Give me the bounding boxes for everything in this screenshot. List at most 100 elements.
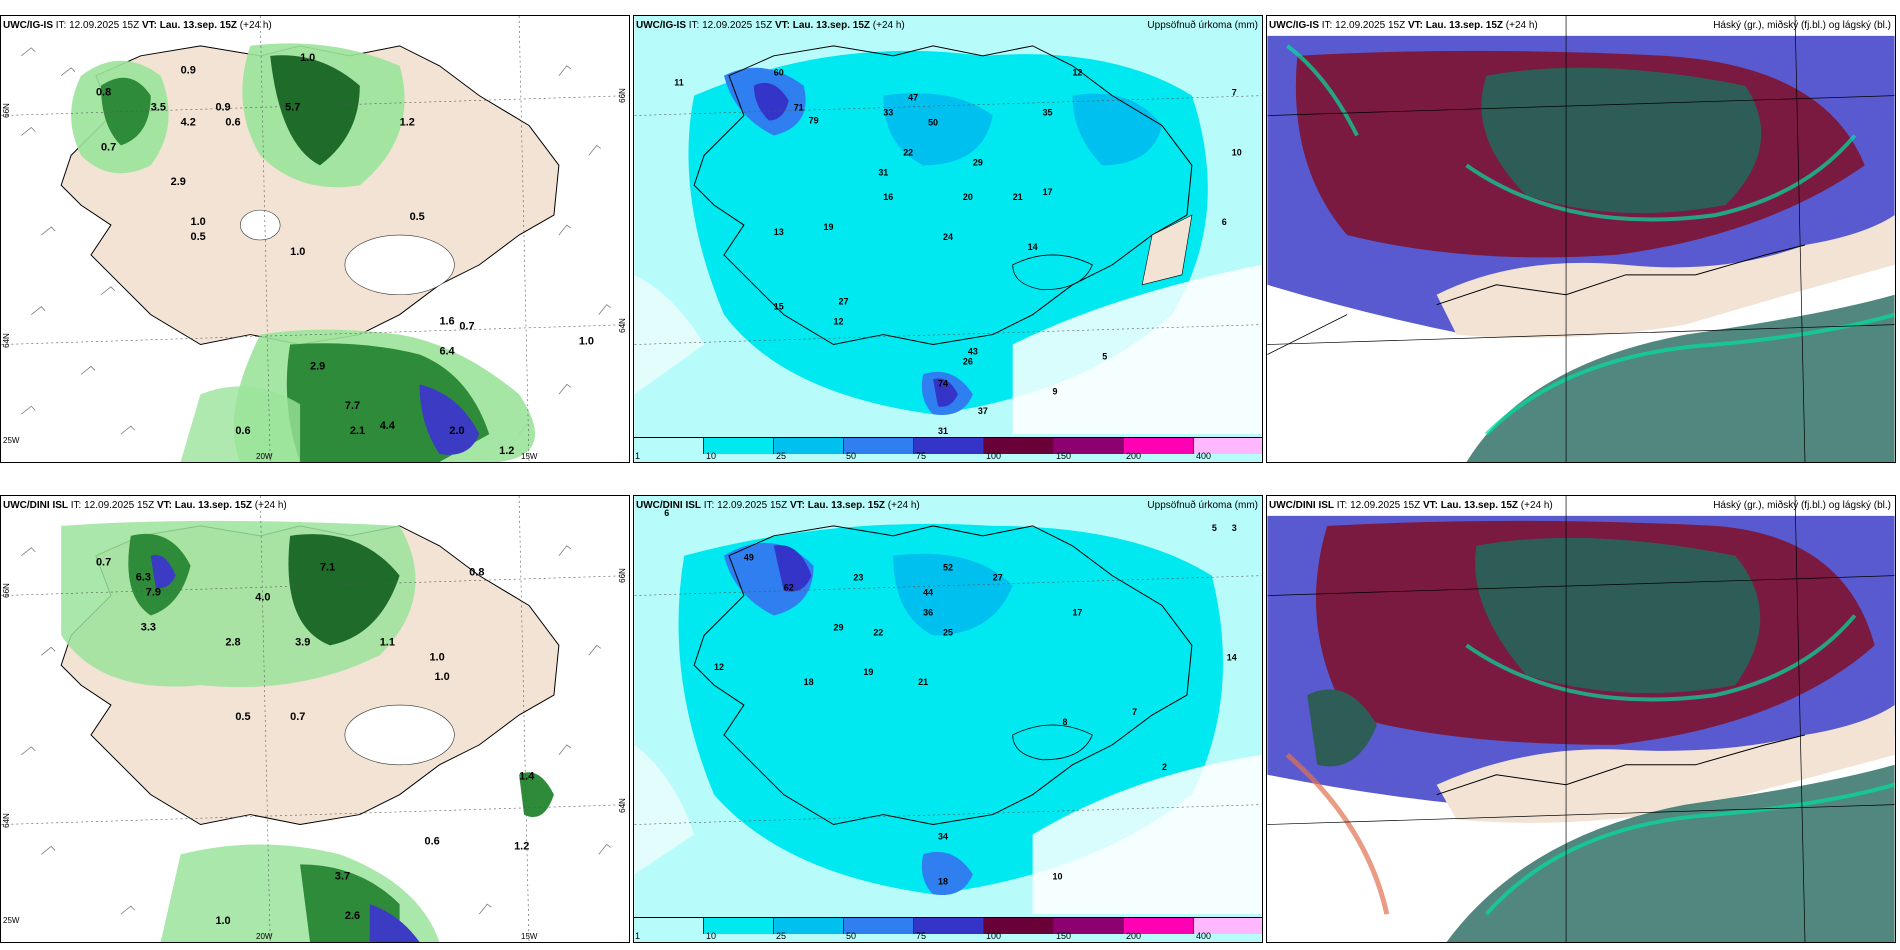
precip-value: 1.0	[215, 915, 230, 927]
precip-value: 4.4	[380, 420, 396, 432]
precip-value: 10	[1232, 147, 1242, 157]
lon-label: 20W	[256, 452, 273, 461]
model-name: UWC/DINI ISL	[636, 500, 701, 511]
precip-colorbar	[634, 917, 1262, 934]
colorbar-swatch	[634, 438, 704, 454]
precip-value: 1.4	[519, 771, 535, 783]
lat-label: 64N	[1, 813, 11, 828]
precip-value: 31	[878, 167, 888, 177]
precip-value: 6.3	[136, 572, 151, 584]
precip-value: 5.7	[285, 102, 300, 114]
accumulated-precip-map: 11 60 71 79 33 47 50 35 12 31 29 22 16 2…	[634, 16, 1262, 462]
panel-header: UWC/IG-IS IT: 12.09.2025 15Z VT: Lau. 13…	[636, 20, 1258, 31]
precip-value: 1.2	[400, 117, 415, 129]
init-time: 12.09.2025 15Z	[702, 20, 773, 31]
precip-value: 27	[838, 297, 848, 307]
precip-value: 27	[993, 573, 1003, 583]
colorbar-swatch	[1194, 438, 1262, 454]
precip-value: 44	[923, 588, 933, 598]
field-title: Háský (gr.), miðský (fj.bl.) og lágský (…	[1713, 20, 1891, 31]
lat-label: 64N	[1, 333, 11, 348]
panel-header: UWC/DINI ISL IT: 12.09.2025 15Z VT: Lau.…	[1269, 500, 1891, 511]
colorbar-swatch	[1054, 918, 1124, 934]
colorbar-tick: 150	[1056, 451, 1072, 461]
precip-value: 0.7	[101, 141, 116, 153]
field-title: Uppsöfnuð úrkoma (mm)	[1147, 500, 1258, 511]
cloud-cover-map	[1267, 496, 1895, 942]
precip-value: 6.4	[439, 345, 455, 357]
colorbar-tick: 10	[706, 451, 717, 461]
precip-value: 43	[968, 346, 978, 356]
colorbar-swatch	[844, 438, 914, 454]
colorbar-swatch	[914, 438, 984, 454]
init-time: 12.09.2025 15Z	[1335, 20, 1406, 31]
precip-value: 49	[744, 553, 754, 563]
precip-value: 2.1	[350, 425, 365, 437]
precip-value: 34	[938, 831, 948, 841]
model-name: UWC/DINI ISL	[1269, 500, 1334, 511]
precip-value: 0.5	[191, 231, 206, 243]
precip-value: 2.8	[225, 636, 240, 648]
map-panel-bottom-right: UWC/DINI ISL IT: 12.09.2025 15Z VT: Lau.…	[1266, 495, 1896, 943]
map-panel-bottom-left: UWC/DINI ISL IT: 12.09.2025 15Z VT: Lau.…	[0, 495, 630, 943]
precip-value: 22	[873, 627, 883, 637]
panel-header: UWC/DINI ISL IT: 12.09.2025 15Z VT: Lau.…	[3, 500, 287, 511]
colorbar-tick: 100	[986, 451, 1002, 461]
precip-value: 0.9	[215, 102, 230, 114]
precip-value: 14	[1028, 242, 1038, 252]
colorbar-tick: 400	[1196, 931, 1212, 941]
precip-value: 12	[1072, 68, 1082, 78]
colorbar-swatch	[984, 438, 1054, 454]
colorbar-tick: 1	[635, 931, 641, 941]
precip-value: 0.5	[410, 211, 425, 223]
precip-value: 4.2	[181, 117, 196, 129]
lat-label: 66N	[1, 583, 11, 598]
valid-time: Lau. 13.sep. 15Z	[159, 20, 238, 31]
model-name: UWC/IG-IS	[3, 20, 53, 31]
map-panel-bottom-middle: UWC/DINI ISL IT: 12.09.2025 15Z VT: Lau.…	[633, 495, 1263, 943]
precip-value: 47	[908, 93, 918, 103]
accumulated-precip-map: 6 49 62 23 52 44 36 27 25 17 22 29 18 12…	[634, 496, 1262, 942]
precip-value: 50	[928, 118, 938, 128]
precip-value: 74	[938, 378, 948, 388]
precip-value: 23	[853, 573, 863, 583]
precip-value: 0.7	[459, 321, 474, 333]
colorbar-tick: 200	[1126, 931, 1142, 941]
colorbar-swatch	[1054, 438, 1124, 454]
colorbar-tick: 25	[776, 931, 787, 941]
precip-value: 1.0	[429, 651, 444, 663]
precip-value: 6	[1222, 217, 1227, 227]
precip-value: 4.0	[255, 592, 270, 604]
colorbar-tick: 150	[1056, 931, 1072, 941]
precip-value: 21	[918, 677, 928, 687]
cloud-cover-map	[1267, 16, 1895, 462]
precip-value: 5	[1102, 351, 1107, 361]
precip-value: 0.7	[96, 557, 111, 569]
lon-label: 15W	[521, 932, 538, 941]
panel-header: UWC/DINI ISL IT: 12.09.2025 15Z VT: Lau.…	[636, 500, 1258, 511]
valid-time: Lau. 13.sep. 15Z	[807, 500, 886, 511]
field-title: Háský (gr.), miðský (fj.bl.) og lágský (…	[1713, 500, 1891, 511]
lat-label: 66N	[1, 103, 11, 118]
lead-time: (+24 h)	[1505, 20, 1538, 31]
colorbar-swatch	[914, 918, 984, 934]
precip-value: 3.3	[141, 621, 156, 633]
precip-value: 36	[923, 607, 933, 617]
precip-value: 0.6	[235, 425, 250, 437]
colorbar-tick: 50	[846, 451, 857, 461]
precip-value: 3.5	[151, 102, 166, 114]
precip-value: 1.0	[579, 336, 594, 348]
precip-value: 1.6	[439, 316, 454, 328]
lon-label: 20W	[256, 932, 273, 941]
precip-colorbar	[634, 437, 1262, 454]
precip-value: 29	[834, 622, 844, 632]
precip-value: 12	[834, 317, 844, 327]
precip-value: 26	[963, 356, 973, 366]
lat-label: 64N	[617, 798, 627, 813]
precip-value: 16	[883, 192, 893, 202]
init-time: 12.09.2025 15Z	[84, 500, 155, 511]
precip-value: 20	[963, 192, 973, 202]
precip-value: 9	[1053, 386, 1058, 396]
colorbar-swatch	[1194, 918, 1262, 934]
valid-time: Lau. 13.sep. 15Z	[1440, 500, 1519, 511]
